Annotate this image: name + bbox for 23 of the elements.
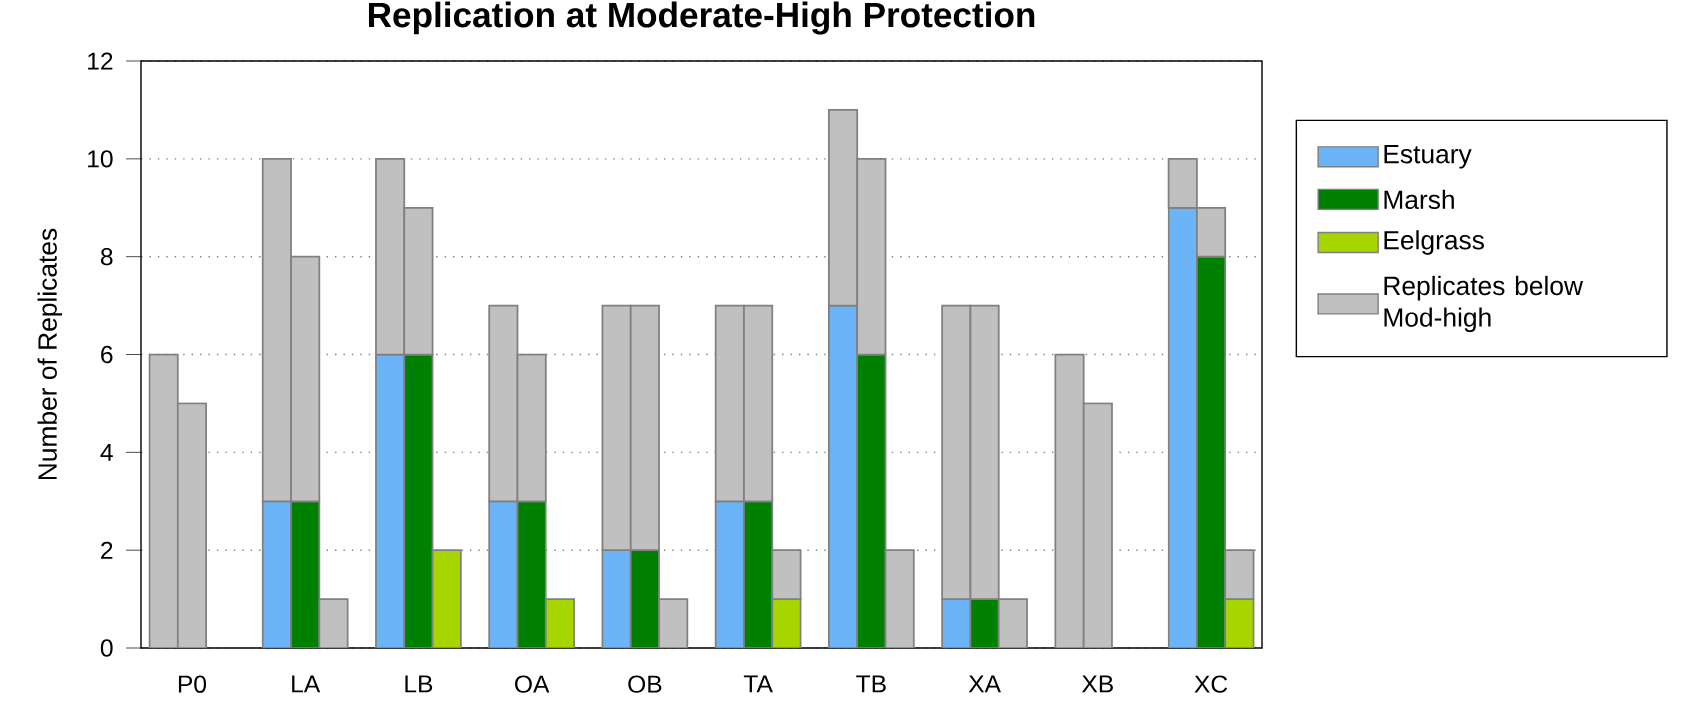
x-tick-label: TB	[856, 675, 886, 693]
legend-label: Marsh	[1384, 189, 1454, 210]
y-tick-label: 0	[100, 639, 113, 657]
y-tick-label: 10	[88, 150, 113, 168]
y-tick-label: 12	[88, 52, 113, 70]
x-tick-label: OB	[628, 675, 662, 693]
y-tick-label: 2	[101, 541, 113, 559]
x-tick-label: LB	[405, 675, 433, 693]
legend-label: Eelgrass	[1384, 230, 1484, 255]
legend-label: Estuary	[1384, 145, 1472, 169]
x-tick-label: XC	[1194, 675, 1228, 693]
y-tick-label: 4	[100, 443, 113, 461]
chart-title: Replication at Moderate-High Protection	[368, 1, 1035, 35]
x-tick-label: OA	[515, 675, 550, 693]
y-tick-label: 6	[101, 345, 113, 364]
x-tick-label: TA	[743, 675, 773, 693]
x-tick-label: XA	[968, 675, 1001, 693]
legend-label: Replicates below Mod-high	[1384, 275, 1584, 333]
x-tick-label: XB	[1081, 675, 1113, 693]
y-axis-title: Number of Replicates	[37, 228, 63, 480]
x-tick-label: LA	[292, 675, 321, 693]
y-tick-label: 8	[100, 248, 113, 266]
x-tick-label: P0	[178, 675, 207, 693]
